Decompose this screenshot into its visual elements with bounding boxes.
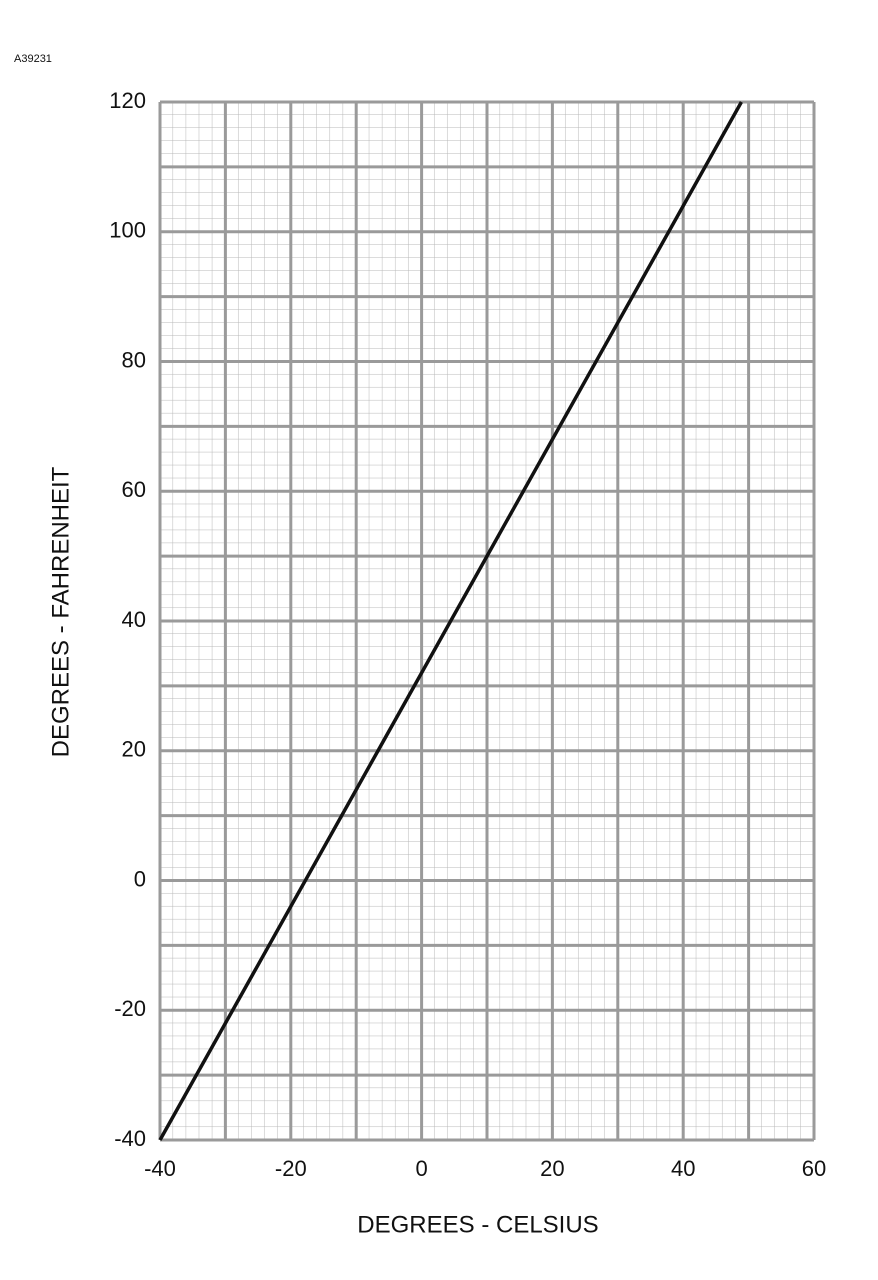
y-tick-label: -20 bbox=[114, 996, 146, 1021]
x-tick-label: -40 bbox=[144, 1156, 176, 1181]
y-tick-label: -40 bbox=[114, 1126, 146, 1151]
x-tick-label: -20 bbox=[275, 1156, 307, 1181]
figure-code: A39231 bbox=[14, 53, 52, 65]
y-tick-label: 120 bbox=[109, 88, 146, 113]
y-tick-label: 20 bbox=[122, 737, 146, 762]
x-tick-label: 20 bbox=[540, 1156, 564, 1181]
data-line bbox=[158, 101, 743, 1141]
y-tick-label: 80 bbox=[122, 347, 146, 372]
x-tick-label: 60 bbox=[802, 1156, 826, 1181]
y-tick-label: 60 bbox=[122, 477, 146, 502]
x-axis-title: DEGREES - CELSIUS bbox=[357, 1211, 598, 1238]
y-tick-label: 40 bbox=[122, 607, 146, 632]
x-tick-label: 40 bbox=[671, 1156, 695, 1181]
y-tick-label: 100 bbox=[109, 218, 146, 243]
y-axis-title: DEGREES - FAHRENHEIT bbox=[47, 466, 74, 757]
x-tick-label: 0 bbox=[415, 1156, 427, 1181]
y-tick-label: 0 bbox=[134, 866, 146, 891]
